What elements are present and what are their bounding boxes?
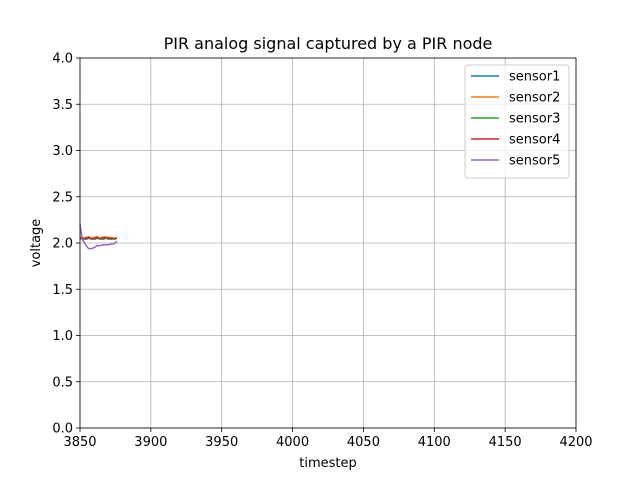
- x-tick-label: 3850: [63, 435, 96, 450]
- y-axis: 0.0 0.5 1.0 1.5 2.0 2.5 3.0 3.5 4.0: [52, 52, 80, 437]
- legend-label-sensor1: sensor1: [509, 70, 560, 85]
- legend: sensor1 sensor2 sensor3 sensor4 sensor5: [464, 64, 570, 179]
- series-line-sensor4: [79, 236, 117, 240]
- series-line-sensor5: [79, 224, 118, 250]
- y-tick-label: 4.0: [52, 52, 73, 67]
- legend-label-sensor2: sensor2: [509, 91, 560, 106]
- series-layer: [79, 224, 118, 250]
- y-tick-label: 1.0: [52, 329, 73, 344]
- legend-box: [464, 64, 570, 179]
- chart-title: PIR analog signal captured by a PIR node: [164, 34, 493, 53]
- x-tick-label: 4200: [559, 435, 592, 450]
- x-tick-label: 4050: [347, 435, 380, 450]
- legend-label-sensor5: sensor5: [509, 154, 560, 169]
- y-axis-label: voltage: [29, 219, 44, 268]
- legend-label-sensor3: sensor3: [509, 112, 560, 127]
- y-tick-label: 3.5: [52, 98, 73, 113]
- x-axis-label: timestep: [299, 456, 357, 471]
- y-tick-label: 2.5: [52, 190, 73, 205]
- y-tick-label: 1.5: [52, 283, 73, 298]
- x-tick-label: 4100: [418, 435, 451, 450]
- y-tick-label: 0.5: [52, 375, 73, 390]
- x-tick-label: 3950: [205, 435, 238, 450]
- x-tick-label: 4150: [489, 435, 522, 450]
- x-tick-label: 3900: [134, 435, 167, 450]
- x-tick-label: 4000: [276, 435, 309, 450]
- y-tick-label: 3.0: [52, 144, 73, 159]
- y-tick-label: 0.0: [52, 422, 73, 437]
- x-axis: 3850 3900 3950 4000 4050 4100 4150 4200: [63, 428, 593, 450]
- y-tick-label: 2.0: [52, 237, 73, 252]
- legend-label-sensor4: sensor4: [509, 133, 560, 148]
